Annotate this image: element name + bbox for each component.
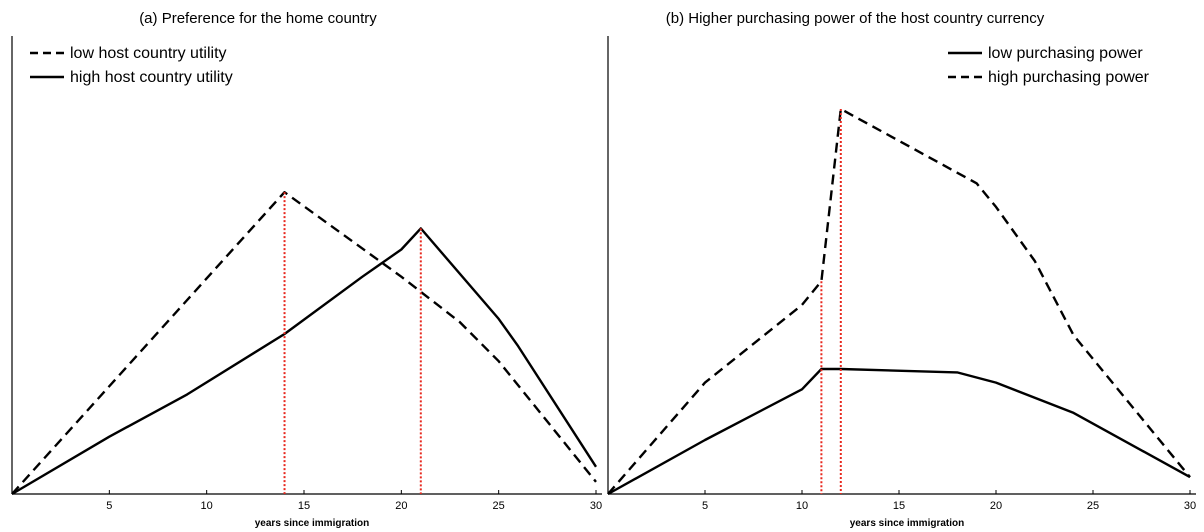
series-line-solid: [607, 367, 1191, 496]
x-axis-label: years since immigration: [850, 518, 965, 529]
series-line-solid: [11, 227, 598, 496]
x-tick-label: 5: [702, 500, 708, 512]
legend-label: low purchasing power: [988, 45, 1143, 62]
x-axis-label: years since immigration: [255, 518, 370, 529]
x-tick-label: 30: [1184, 500, 1196, 512]
chart-title: (b) Higher purchasing power of the host …: [666, 10, 1045, 27]
series-line-dashed: [11, 190, 597, 495]
x-tick-label: 5: [106, 500, 112, 512]
legend-label: low host country utility: [70, 45, 227, 62]
legend-label: high purchasing power: [988, 69, 1150, 86]
x-tick-label: 20: [990, 500, 1002, 512]
x-tick-label: 10: [796, 500, 808, 512]
x-tick-label: 25: [493, 500, 505, 512]
panel-a: (a) Preference for the home country 5 10 15…: [11, 10, 602, 529]
x-tick-label: 15: [893, 500, 905, 512]
x-tick-label: 25: [1087, 500, 1099, 512]
panel-b: (b) Higher purchasing power of the host …: [607, 10, 1196, 529]
series-line-dashed: [607, 107, 1191, 495]
x-tick-label: 20: [395, 500, 407, 512]
x-tick-label: 10: [201, 500, 213, 512]
x-tick-label: 15: [298, 500, 310, 512]
chart-title: (a) Preference for the home country: [139, 10, 377, 27]
x-tick-label: 30: [590, 500, 602, 512]
legend-label: high host country utility: [70, 69, 233, 86]
